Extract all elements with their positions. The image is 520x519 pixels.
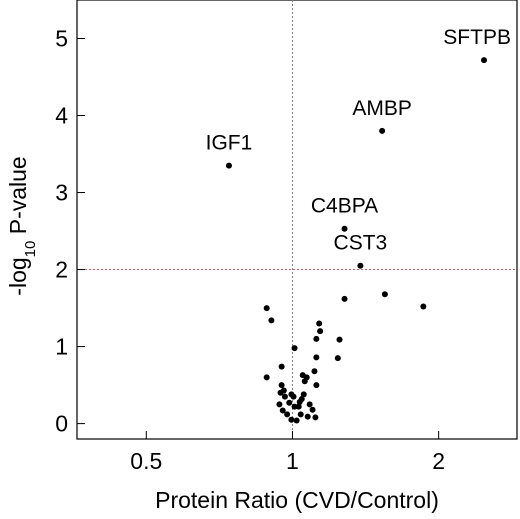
x-tick-label: 1 xyxy=(286,448,299,474)
data-point xyxy=(341,295,348,302)
data-point xyxy=(293,417,300,424)
data-point xyxy=(316,320,323,327)
x-axis-ticks: 0.5 1 2 xyxy=(130,431,445,474)
data-point xyxy=(420,303,427,310)
data-point xyxy=(286,399,293,406)
data-point xyxy=(284,411,291,418)
x-tick-label: 2 xyxy=(432,448,445,474)
data-point xyxy=(276,401,283,408)
y-tick-label: 5 xyxy=(55,26,68,52)
data-point xyxy=(312,414,319,421)
y-tick-label: 4 xyxy=(55,103,68,129)
data-point xyxy=(317,328,324,335)
data-point xyxy=(279,407,286,414)
data-point xyxy=(280,387,287,394)
data-point xyxy=(381,291,388,298)
plot-frame xyxy=(76,0,518,440)
data-point xyxy=(295,403,302,410)
data-points xyxy=(225,57,488,424)
y-tick-label: 1 xyxy=(55,334,68,360)
point-label: IGF1 xyxy=(206,132,253,155)
reference-lines xyxy=(77,0,517,439)
y-axis-ticks: 0 1 2 3 4 5 xyxy=(55,26,85,437)
data-point xyxy=(313,354,320,361)
data-point xyxy=(313,335,320,342)
labeled-data-point xyxy=(481,57,488,64)
labeled-data-point xyxy=(225,162,232,169)
data-point xyxy=(304,413,311,420)
x-tick-label: 0.5 xyxy=(130,448,162,474)
data-point xyxy=(281,393,288,400)
point-label: SFTPB xyxy=(443,26,511,49)
data-point xyxy=(290,393,297,400)
data-point xyxy=(313,382,320,389)
data-point xyxy=(291,345,298,352)
data-point xyxy=(288,416,295,423)
y-axis-title: -log10 P-value xyxy=(5,156,39,295)
point-label: AMBP xyxy=(352,97,412,120)
point-label: CST3 xyxy=(334,232,388,255)
y-tick-label: 0 xyxy=(55,411,68,437)
labeled-data-point xyxy=(379,127,386,134)
data-point xyxy=(291,403,298,410)
data-point xyxy=(297,411,304,418)
data-point xyxy=(298,395,305,402)
y-tick-label: 3 xyxy=(55,180,68,206)
x-axis-title: Protein Ratio (CVD/Control) xyxy=(155,487,439,513)
data-point xyxy=(278,382,285,389)
data-point xyxy=(336,336,343,343)
data-point xyxy=(309,406,316,413)
data-point xyxy=(300,391,307,398)
data-point xyxy=(263,305,270,312)
data-point xyxy=(263,374,270,381)
y-tick-label: 2 xyxy=(55,257,68,283)
data-point xyxy=(311,368,318,375)
point-label: C4BPA xyxy=(311,195,378,218)
data-point xyxy=(306,401,313,408)
data-point xyxy=(334,355,341,362)
data-point xyxy=(278,363,285,370)
labeled-data-point xyxy=(357,262,364,269)
data-point xyxy=(268,317,275,324)
data-point xyxy=(303,374,310,381)
labeled-data-point xyxy=(341,225,348,232)
point-annotations: SFTPB AMBP IGF1 C4BPA CST3 xyxy=(206,26,511,255)
